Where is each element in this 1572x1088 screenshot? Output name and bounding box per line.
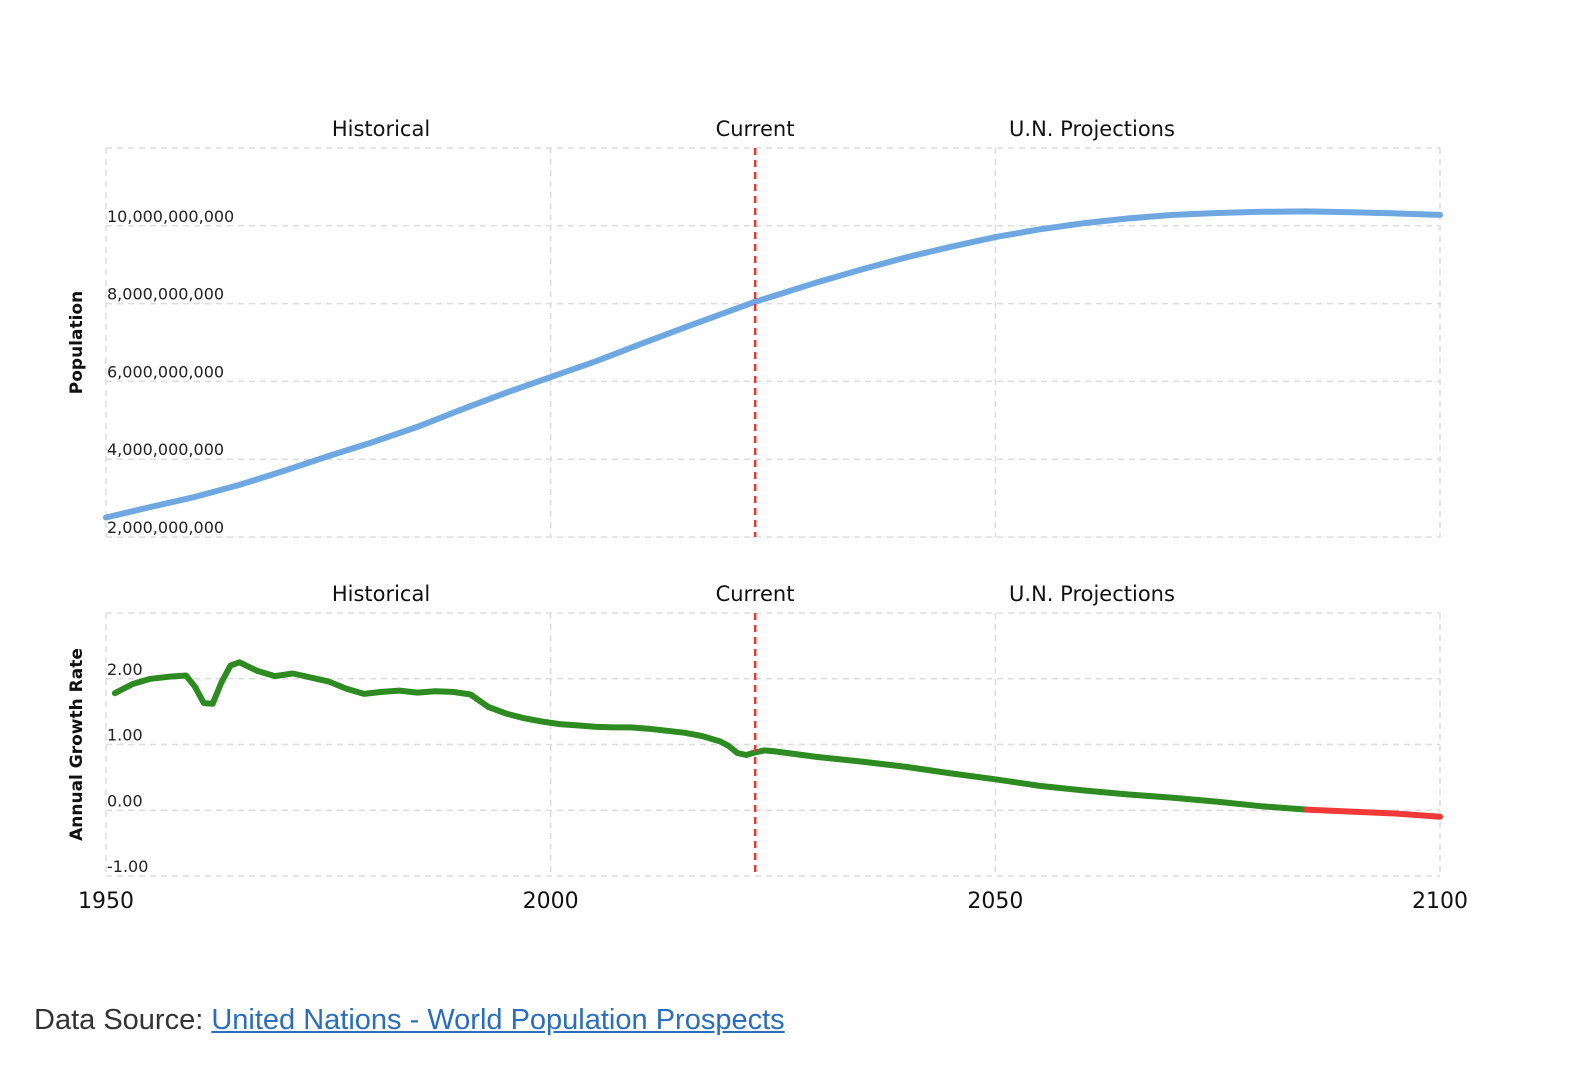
region-label: Historical: [332, 117, 430, 141]
y-tick-label: 0.00: [107, 791, 143, 810]
population-chart: 2,000,000,000 4,000,000,000 6,000,000,000 8…: [67, 117, 1443, 538]
growth-series-line: [111, 659, 1310, 813]
y-tick-label: 6,000,000,000: [107, 362, 224, 381]
y-axis-label: Population: [67, 291, 87, 394]
y-tick-label: 1.00: [107, 726, 143, 745]
population-series-line: [103, 208, 1443, 521]
region-label: U.N. Projections: [1009, 582, 1175, 606]
data-source-note: Data Source: United Nations - World Popu…: [34, 1004, 785, 1037]
region-label: Current: [716, 582, 795, 606]
data-source-link[interactable]: United Nations - World Population Prospe…: [211, 1004, 785, 1036]
x-tick-label: 1950: [78, 889, 134, 914]
y-axis-label: Annual Growth Rate: [67, 648, 87, 841]
y-tick-label: 10,000,000,000: [107, 207, 234, 226]
region-label: U.N. Projections: [1009, 117, 1175, 141]
y-tick-label: -1.00: [107, 857, 148, 876]
x-tick-label: 2000: [523, 889, 579, 914]
y-tick-label: 2,000,000,000: [107, 518, 224, 537]
x-tick-label: 2100: [1412, 889, 1468, 914]
region-label: Current: [716, 117, 795, 141]
y-tick-label: 4,000,000,000: [107, 440, 224, 459]
data-source-prefix: Data Source:: [34, 1004, 212, 1036]
y-tick-label: 8,000,000,000: [107, 285, 224, 304]
y-tick-label: 2.00: [107, 660, 143, 679]
growth-negative-line: [1303, 806, 1443, 820]
region-label: Historical: [332, 582, 430, 606]
x-tick-label: 2050: [967, 889, 1023, 914]
growth-rate-chart: -1.00 0.00 1.00 2.00 Historical Current U.N. P…: [67, 582, 1468, 914]
